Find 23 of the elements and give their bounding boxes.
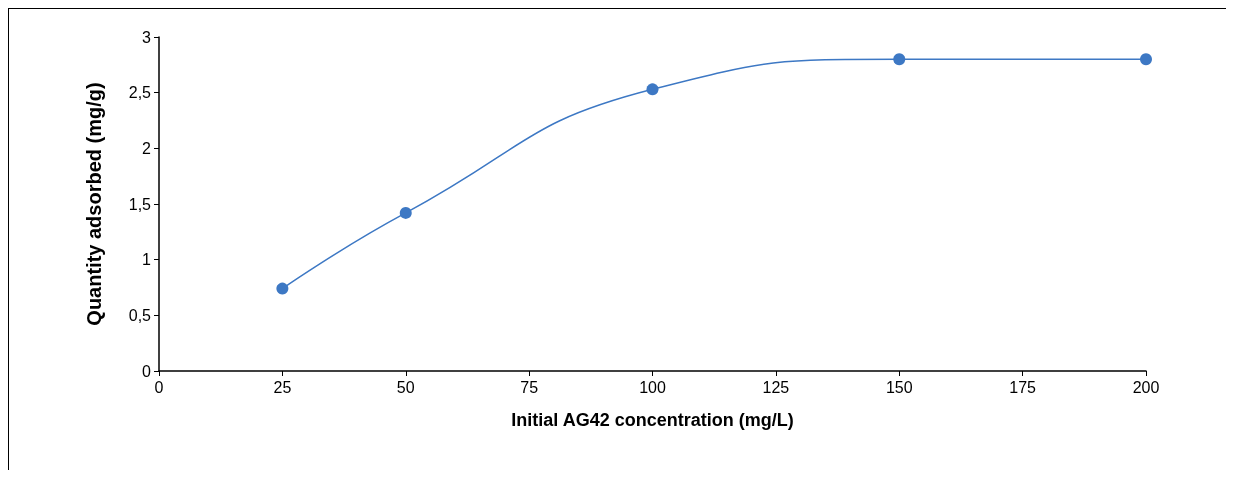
- x-tick-label: 25: [273, 378, 292, 396]
- y-tick-label: 2: [142, 139, 152, 157]
- point: [893, 53, 906, 66]
- x-tick-label: 150: [885, 378, 913, 396]
- point: [1140, 53, 1152, 66]
- y-tick-label: 0,5: [128, 306, 152, 324]
- y-tick-label: 1: [142, 251, 152, 269]
- y-axis-title: Quantity adsorbed (mg/g): [83, 82, 105, 326]
- x-tick-label: 0: [154, 378, 164, 396]
- y-tick-label: 3: [142, 28, 152, 46]
- x-tick-label: 75: [520, 378, 539, 396]
- x-axis-title: Initial AG42 concentration (mg/L): [511, 410, 794, 430]
- x-tick-label: 200: [1132, 378, 1160, 396]
- y-tick-label: 1,5: [128, 195, 152, 213]
- y-tick-label: 2,5: [128, 84, 152, 102]
- point: [646, 83, 659, 96]
- x-tick-label: 100: [639, 378, 666, 396]
- x-tick-label: 125: [762, 378, 790, 396]
- point: [276, 282, 289, 295]
- point: [399, 206, 412, 219]
- x-tick-label: 50: [396, 378, 415, 396]
- x-tick-label: 175: [1009, 378, 1037, 396]
- y-tick-label: 0: [142, 362, 152, 380]
